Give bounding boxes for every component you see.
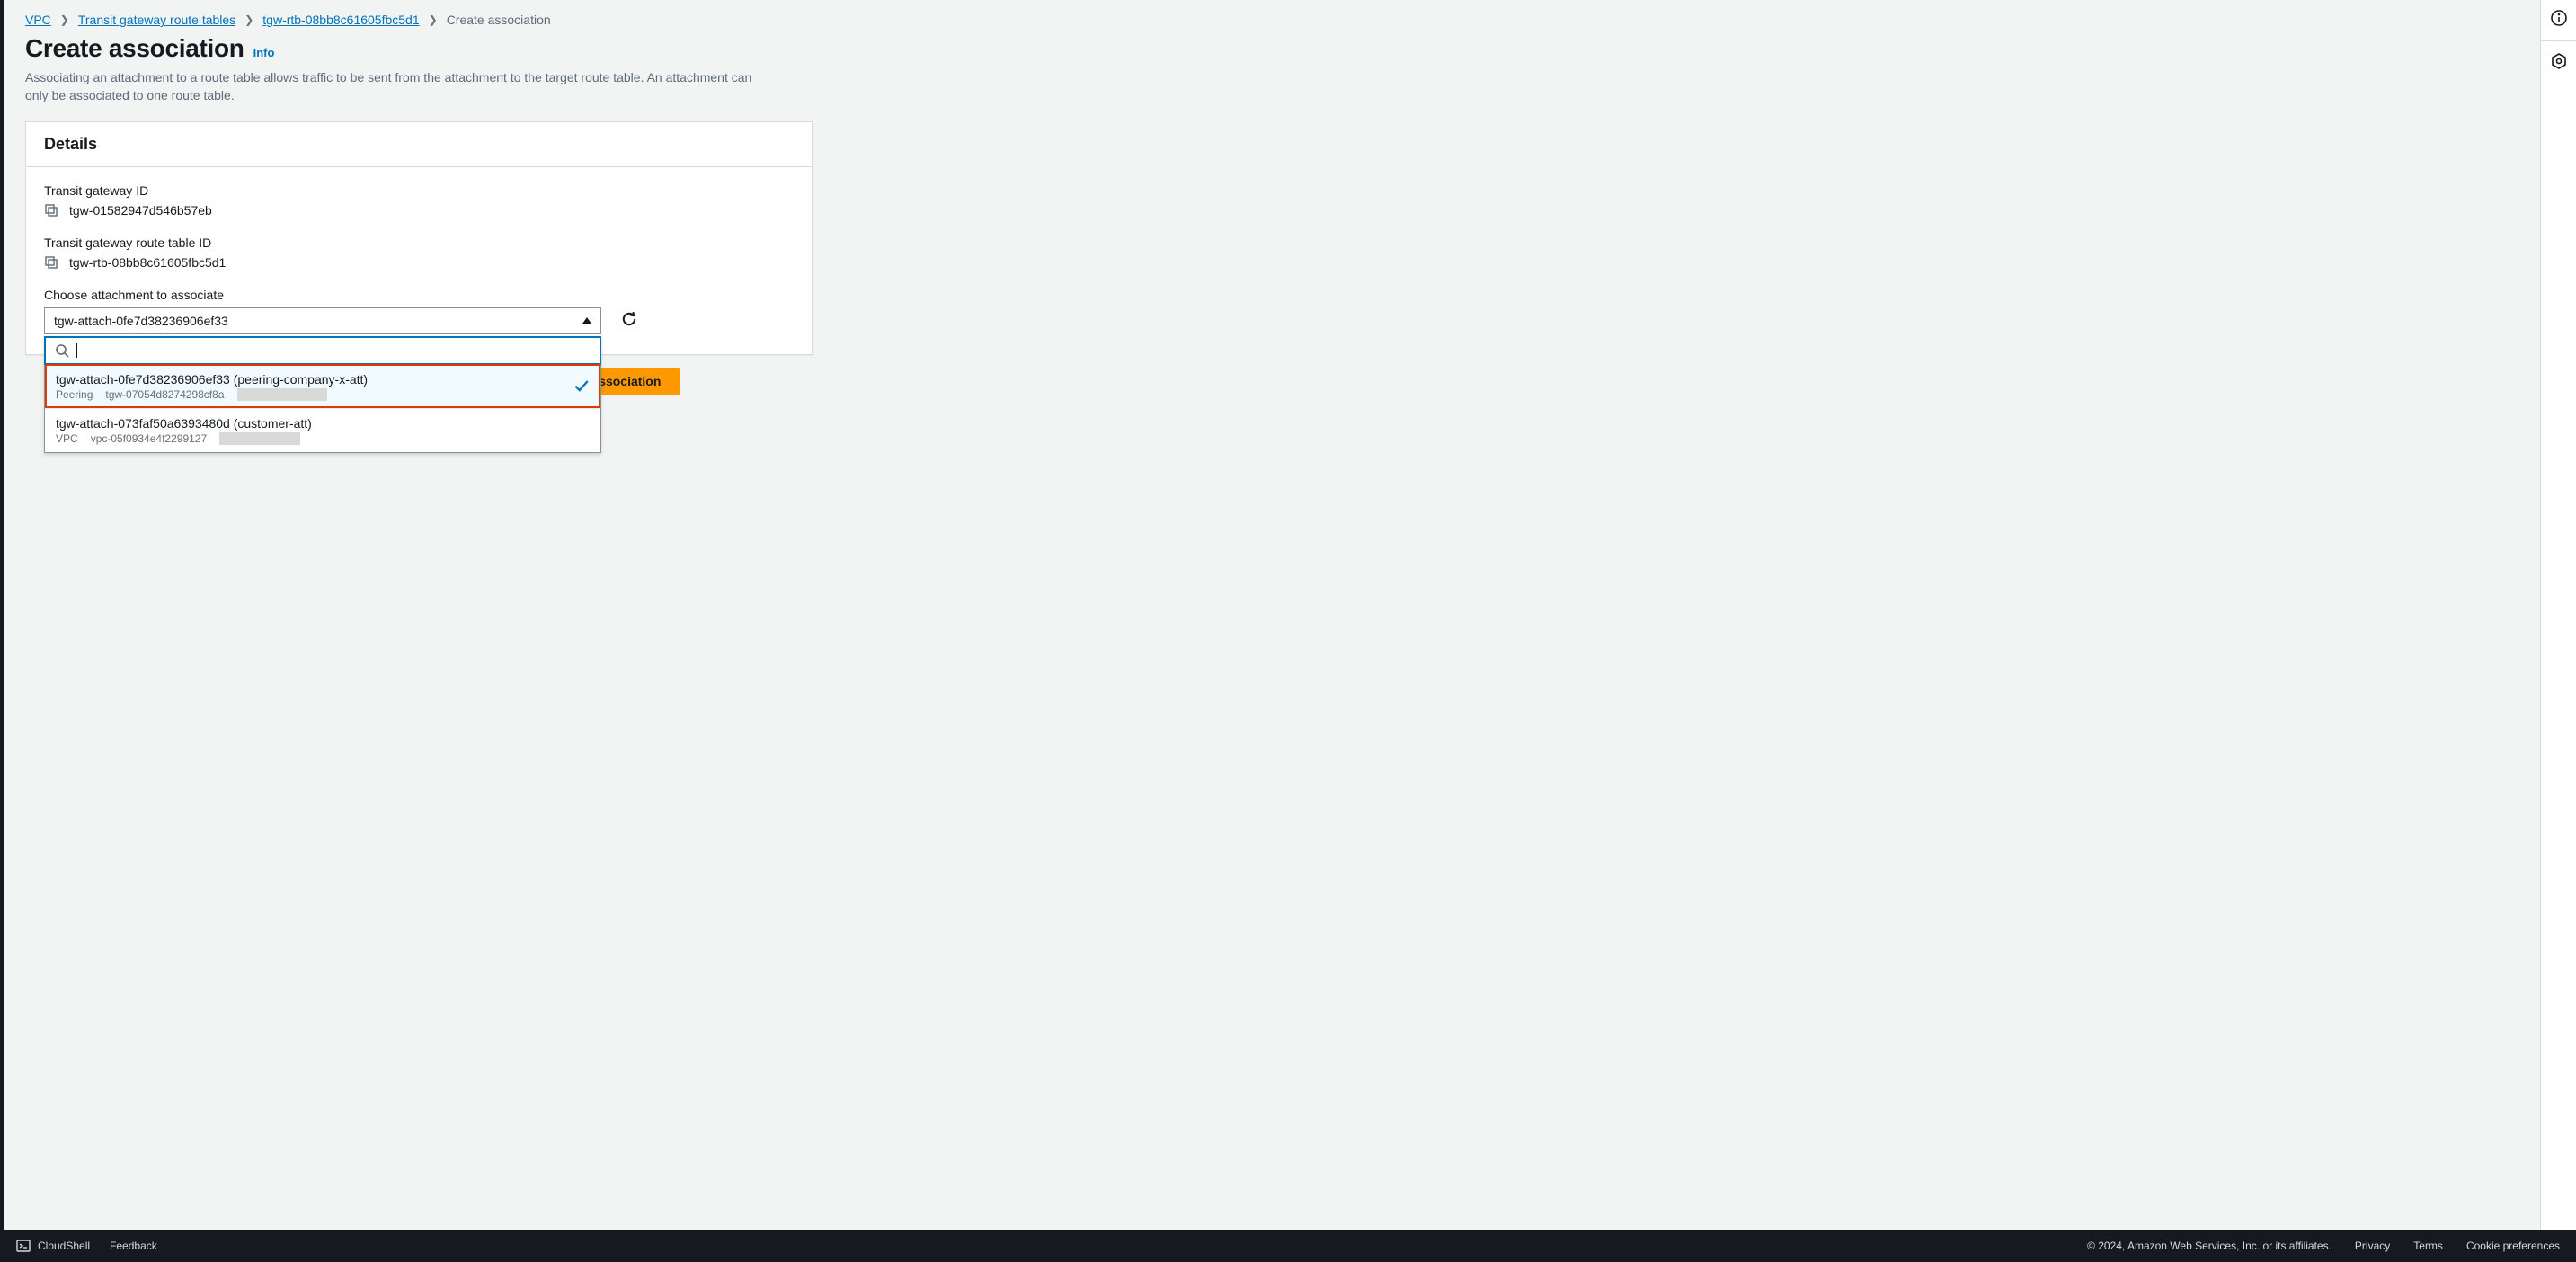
privacy-link[interactable]: Privacy [2355, 1240, 2390, 1252]
breadcrumb: VPC ❯ Transit gateway route tables ❯ tgw… [25, 13, 2515, 27]
right-help-rail [2540, 0, 2576, 1230]
tgw-id-field: Transit gateway ID tgw-01582947d546b57eb [44, 183, 794, 218]
feedback-link[interactable]: Feedback [110, 1240, 157, 1252]
cloudshell-icon [16, 1239, 31, 1253]
console-footer: CloudShell Feedback © 2024, Amazon Web S… [0, 1230, 2576, 1262]
chevron-right-icon: ❯ [60, 13, 69, 26]
cookie-prefs-link[interactable]: Cookie preferences [2466, 1240, 2560, 1252]
option-label: tgw-attach-0fe7d38236906ef33 (peering-co… [56, 372, 590, 387]
rtb-id-value: tgw-rtb-08bb8c61605fbc5d1 [69, 255, 226, 270]
breadcrumb-tables-link[interactable]: Transit gateway route tables [78, 13, 235, 27]
tgw-id-value: tgw-01582947d546b57eb [69, 203, 212, 218]
terms-link[interactable]: Terms [2413, 1240, 2443, 1252]
settings-hex-icon[interactable] [2541, 40, 2576, 70]
dropdown-search-input[interactable] [44, 336, 601, 365]
panel-title: Details [44, 135, 794, 154]
page-title: Create association [25, 34, 244, 63]
option-resource: vpc-05f0934e4f2299127 [91, 432, 207, 445]
chevron-right-icon: ❯ [429, 13, 438, 26]
dropdown-option[interactable]: tgw-attach-0fe7d38236906ef33 (peering-co… [45, 364, 600, 408]
tgw-id-label: Transit gateway ID [44, 183, 794, 198]
cloudshell-button[interactable]: CloudShell [16, 1239, 90, 1253]
copy-icon[interactable] [44, 255, 58, 270]
main-content: VPC ❯ Transit gateway route tables ❯ tgw… [4, 0, 2540, 1230]
check-icon [573, 377, 590, 395]
breadcrumb-vpc-link[interactable]: VPC [25, 13, 51, 27]
option-type: Peering [56, 388, 93, 401]
chevron-right-icon: ❯ [244, 13, 253, 26]
choose-attachment-label: Choose attachment to associate [44, 288, 794, 302]
rtb-id-field: Transit gateway route table ID tgw-rtb-0… [44, 236, 794, 270]
breadcrumb-table-id-link[interactable]: tgw-rtb-08bb8c61605fbc5d1 [262, 13, 419, 27]
details-panel: Details Transit gateway ID tgw-01582947d… [25, 121, 813, 355]
option-label: tgw-attach-073faf50a6393480d (customer-a… [56, 416, 590, 431]
page-description: Associating an attachment to a route tab… [25, 68, 762, 105]
dropdown-option[interactable]: tgw-attach-073faf50a6393480d (customer-a… [45, 408, 600, 452]
option-resource: tgw-07054d8274298cf8a [105, 388, 224, 401]
cloudshell-label: CloudShell [38, 1240, 90, 1252]
info-icon[interactable] [2550, 9, 2568, 30]
refresh-icon [621, 311, 637, 327]
info-link[interactable]: Info [253, 46, 275, 59]
search-icon [55, 343, 69, 358]
copyright-text: © 2024, Amazon Web Services, Inc. or its… [2087, 1240, 2332, 1252]
rtb-id-label: Transit gateway route table ID [44, 236, 794, 250]
option-type: VPC [56, 432, 78, 445]
caret-up-icon [582, 317, 591, 324]
redacted-block [237, 388, 327, 401]
redacted-block [219, 432, 300, 445]
choose-attachment-field: Choose attachment to associate tgw-attac… [44, 288, 794, 334]
copy-icon[interactable] [44, 203, 58, 218]
breadcrumb-current: Create association [447, 13, 551, 27]
panel-header: Details [26, 122, 812, 167]
refresh-button[interactable] [617, 307, 641, 333]
text-cursor [76, 343, 77, 358]
attachment-dropdown: tgw-attach-0fe7d38236906ef33 (peering-co… [44, 336, 601, 453]
attachment-select[interactable]: tgw-attach-0fe7d38236906ef33 [44, 307, 601, 334]
attachment-selected-value: tgw-attach-0fe7d38236906ef33 [54, 314, 228, 328]
